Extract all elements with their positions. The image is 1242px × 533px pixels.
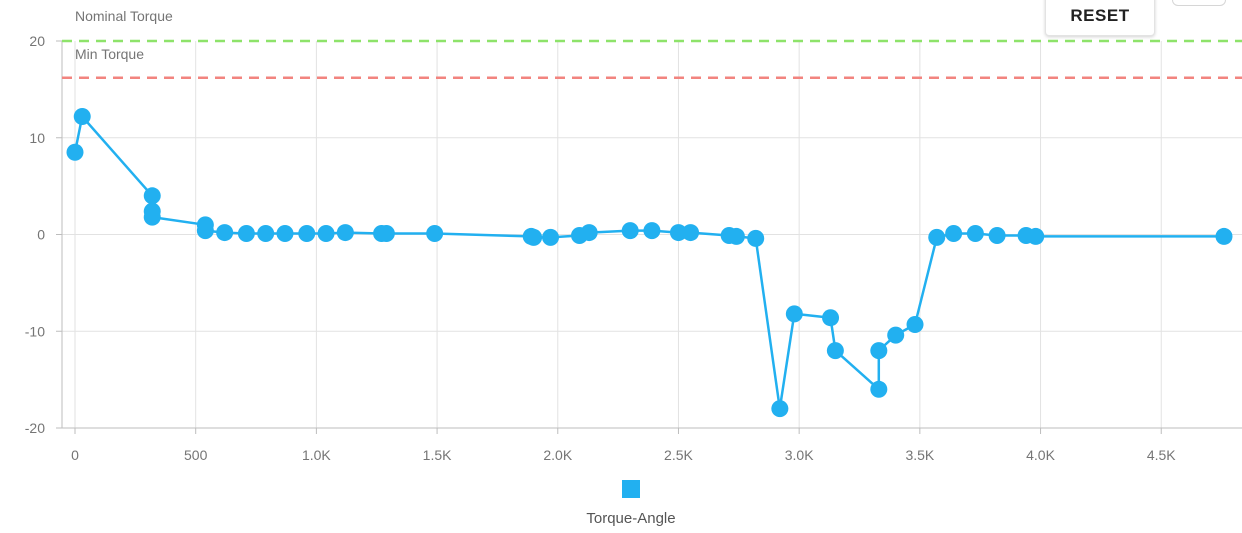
x-tick-label: 3.5K	[905, 447, 934, 463]
data-point[interactable]	[945, 225, 963, 243]
x-tick-label: 4.0K	[1026, 447, 1055, 463]
y-tick-label: 0	[37, 227, 45, 243]
data-point[interactable]	[906, 315, 924, 333]
data-point[interactable]	[928, 228, 946, 246]
series-line	[73, 115, 1224, 410]
data-point[interactable]	[237, 225, 255, 243]
data-point[interactable]	[682, 224, 700, 242]
y-tick-label: -10	[25, 323, 45, 339]
x-tick-label: 3.0K	[785, 447, 814, 463]
data-point[interactable]	[966, 225, 984, 243]
data-point[interactable]	[336, 224, 354, 242]
data-point[interactable]	[143, 208, 161, 226]
data-point[interactable]	[727, 227, 745, 245]
data-point[interactable]	[669, 224, 687, 242]
data-point[interactable]	[426, 225, 444, 243]
data-point[interactable]	[643, 222, 661, 240]
x-tick-label: 1.0K	[302, 447, 331, 463]
data-point[interactable]	[377, 225, 395, 243]
data-point[interactable]	[143, 187, 161, 205]
reference-lines: Nominal Torque Min Torque	[62, 8, 1242, 80]
data-point[interactable]	[1027, 227, 1045, 245]
data-point[interactable]	[822, 309, 840, 327]
data-point[interactable]	[870, 380, 888, 398]
data-point[interactable]	[542, 228, 560, 246]
data-point[interactable]	[525, 228, 543, 246]
data-point[interactable]	[298, 225, 316, 243]
data-point[interactable]	[988, 226, 1006, 244]
reset-button[interactable]: RESET	[1045, 0, 1155, 36]
data-point[interactable]	[73, 107, 91, 125]
data-point[interactable]	[771, 400, 789, 418]
x-tick-label: 0	[71, 447, 79, 463]
reference-label-nominal-torque: Nominal Torque	[75, 8, 173, 24]
x-tick-label: 500	[184, 447, 208, 463]
data-point[interactable]	[196, 222, 214, 240]
data-point[interactable]	[1215, 227, 1233, 245]
legend[interactable]: Torque-Angle	[586, 480, 676, 527]
data-point[interactable]	[66, 143, 84, 161]
data-point[interactable]	[747, 229, 765, 247]
data-point[interactable]	[826, 342, 844, 360]
x-tick-label: 2.0K	[543, 447, 572, 463]
y-tick-label: 20	[29, 33, 45, 49]
x-tick-label: 4.5K	[1147, 447, 1176, 463]
reference-label-min-torque: Min Torque	[75, 46, 144, 62]
data-point[interactable]	[257, 225, 275, 243]
x-tick-label: 2.5K	[664, 447, 693, 463]
data-point[interactable]	[317, 225, 335, 243]
data-point[interactable]	[216, 224, 234, 242]
data-point[interactable]	[785, 305, 803, 323]
data-point[interactable]	[580, 224, 598, 242]
data-point[interactable]	[870, 342, 888, 360]
toolbar-extra-button[interactable]	[1172, 0, 1226, 6]
y-tick-label: 10	[29, 130, 45, 146]
data-point[interactable]	[621, 222, 639, 240]
data-point[interactable]	[276, 225, 294, 243]
series-layer	[66, 107, 1233, 418]
legend-swatch[interactable]	[622, 480, 640, 498]
legend-label[interactable]: Torque-Angle	[586, 510, 675, 527]
x-tick-label: 1.5K	[423, 447, 452, 463]
axes: 0 500 1.0K 1.5K 2.0K 2.5K 3.0K 3.5K 4.0K 4.5K -20 -…	[25, 33, 1242, 463]
y-tick-label: -20	[25, 420, 45, 436]
data-point[interactable]	[887, 326, 905, 344]
